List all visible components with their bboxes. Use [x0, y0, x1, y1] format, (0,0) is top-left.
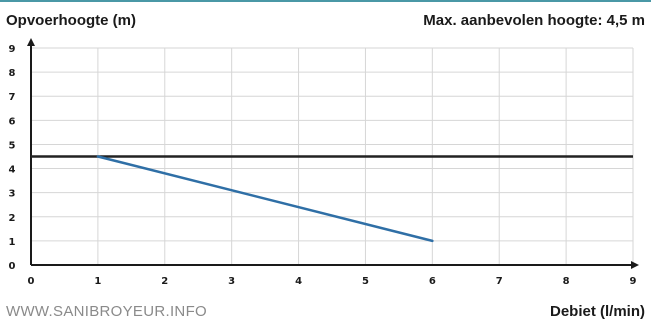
y-tick-label: 3 [9, 189, 16, 200]
x-tick-label: 1 [94, 276, 101, 287]
top-accent-rule [0, 0, 651, 2]
x-tick-label: 0 [28, 276, 35, 287]
y-tick-label: 1 [9, 237, 16, 248]
source-url: WWW.SANIBROYEUR.INFO [6, 303, 207, 320]
y-axis-arrow-icon [27, 38, 35, 46]
x-tick-label: 3 [228, 276, 235, 287]
x-tick-label: 4 [295, 276, 302, 287]
y-tick-label: 7 [9, 92, 16, 103]
y-tick-label: 5 [9, 140, 16, 151]
pump-curve-line [96, 155, 434, 243]
y-tick-label: 6 [9, 116, 16, 127]
x-tick-label: 7 [496, 276, 503, 287]
axes [27, 38, 639, 269]
max-recommended-height-label: Max. aanbevolen hoogte: 4,5 m [423, 12, 645, 29]
y-tick-label: 4 [9, 165, 16, 176]
y-tick-label: 9 [9, 44, 16, 55]
x-tick-label: 6 [429, 276, 436, 287]
y-tick-label: 8 [9, 68, 16, 79]
y-tick-label: 0 [9, 261, 16, 272]
y-axis-title: Opvoerhoogte (m) [6, 12, 136, 29]
x-tick-label: 5 [362, 276, 369, 287]
x-tick-label: 8 [563, 276, 570, 287]
tick-labels: 0 1 2 3 4 5 6 7 8 9 0 1 2 3 4 5 6 7 8 9 [9, 44, 637, 287]
x-tick-label: 9 [630, 276, 637, 287]
x-tick-label: 2 [161, 276, 168, 287]
y-tick-label: 2 [9, 213, 16, 224]
x-axis-title: Debiet (l/min) [549, 303, 645, 320]
series-lines [31, 155, 633, 243]
x-axis-arrow-icon [631, 261, 639, 269]
